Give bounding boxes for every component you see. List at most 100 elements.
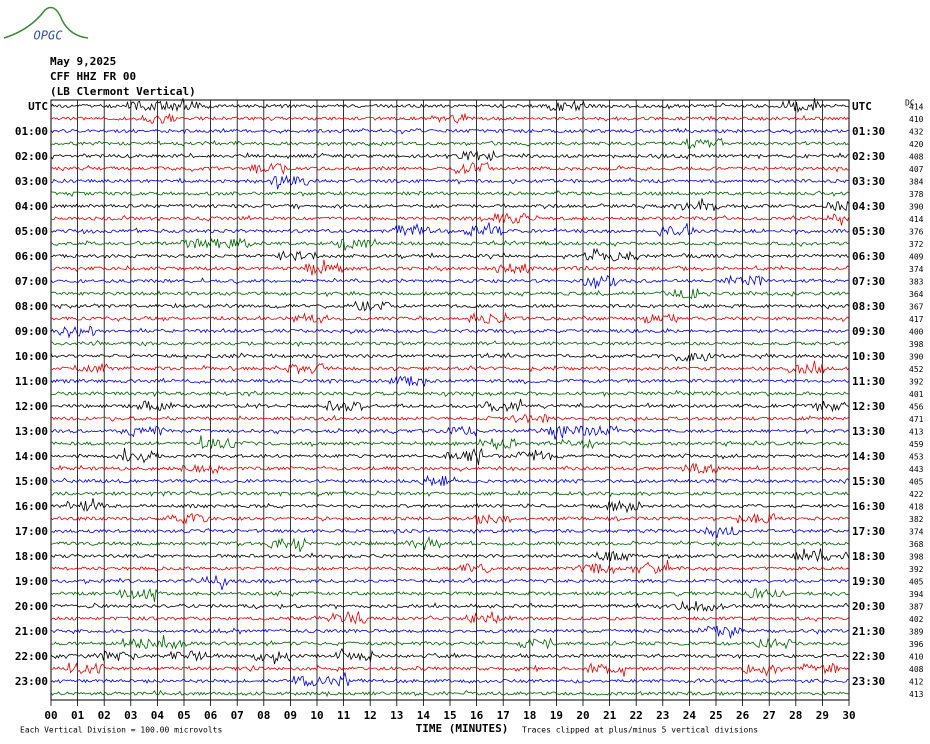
- trace: [50, 222, 850, 238]
- x-tick-label: 24: [683, 709, 697, 722]
- right-label: 21:30: [852, 625, 885, 638]
- left-label: 11:00: [15, 375, 48, 388]
- dc-value: 398: [909, 340, 924, 349]
- dc-value: 398: [909, 553, 924, 562]
- trace: [50, 625, 850, 639]
- dc-value: 405: [909, 478, 924, 487]
- x-tick-label: 30: [842, 709, 855, 722]
- trace: [50, 212, 850, 226]
- clip-note: Traces clipped at plus/minus 5 vertical …: [522, 726, 758, 735]
- x-tick-label: 17: [497, 709, 510, 722]
- left-label: 04:00: [15, 200, 48, 213]
- trace: [50, 174, 850, 190]
- dc-value: 401: [909, 390, 924, 399]
- x-tick-label: 26: [736, 709, 750, 722]
- right-label: 04:30: [852, 200, 885, 213]
- dc-value: 390: [909, 203, 924, 212]
- dc-value: 417: [909, 315, 924, 324]
- dc-value: 407: [909, 165, 924, 174]
- right-label: 11:30: [852, 375, 885, 388]
- left-label: 23:00: [15, 675, 48, 688]
- x-tick-label: 09: [284, 709, 297, 722]
- right-label: UTC: [852, 100, 872, 113]
- left-label: 22:00: [15, 650, 48, 663]
- left-label: 16:00: [15, 500, 48, 513]
- scale-note: Each Vertical Division = 100.00 microvol…: [20, 726, 222, 735]
- dc-value: 390: [909, 353, 924, 362]
- logo-mark: [3, 6, 89, 39]
- trace: [50, 424, 850, 440]
- trace: [50, 474, 850, 486]
- dc-value: 376: [909, 228, 924, 237]
- x-tick-label: 25: [709, 709, 722, 722]
- dc-value: 409: [909, 253, 924, 262]
- trace: [50, 127, 850, 135]
- x-tick-label: 16: [470, 709, 484, 722]
- left-label: 01:00: [15, 125, 48, 138]
- x-tick-label: 22: [630, 709, 643, 722]
- left-label: 21:00: [15, 625, 48, 638]
- right-label: 17:30: [852, 525, 885, 538]
- x-tick-label: 18: [523, 709, 536, 722]
- dc-value: 394: [909, 590, 924, 599]
- right-label: 08:30: [852, 300, 885, 313]
- right-label: 14:30: [852, 450, 885, 463]
- trace: [50, 489, 850, 498]
- x-tick-label: 06: [204, 709, 218, 722]
- trace: [50, 662, 850, 677]
- left-label: 15:00: [15, 475, 48, 488]
- trace: [51, 190, 850, 198]
- dc-value: 412: [909, 678, 924, 687]
- right-label: 01:30: [852, 125, 885, 138]
- trace: [50, 340, 850, 348]
- trace: [50, 689, 850, 698]
- dc-value: 432: [909, 128, 924, 137]
- trace: [50, 447, 850, 465]
- x-tick-label: 27: [763, 709, 776, 722]
- x-tick-label: 11: [337, 709, 351, 722]
- trace: [50, 512, 850, 525]
- trace: [50, 137, 850, 149]
- dc-value: 414: [909, 215, 924, 224]
- left-label: 05:00: [15, 225, 48, 238]
- trace: [50, 575, 850, 591]
- dc-value: 382: [909, 515, 924, 524]
- dc-header: DC: [905, 99, 915, 108]
- trace: [50, 647, 850, 665]
- dc-value: 374: [909, 265, 924, 274]
- trace: [50, 360, 850, 375]
- x-tick-label: 28: [789, 709, 802, 722]
- trace: [50, 274, 850, 289]
- trace: [50, 161, 850, 175]
- dc-value: 413: [909, 690, 924, 699]
- trace: [50, 413, 850, 424]
- dc-value: 422: [909, 490, 924, 499]
- dc-value: 372: [909, 240, 924, 249]
- trace: [50, 526, 850, 538]
- station: CFF HHZ FR 00: [50, 70, 136, 83]
- x-tick-label: 04: [151, 709, 165, 722]
- dc-value: 459: [909, 440, 924, 449]
- dc-value: 387: [909, 603, 924, 612]
- dc-value: 452: [909, 365, 924, 374]
- right-label: 22:30: [852, 650, 885, 663]
- x-tick-label: 19: [550, 709, 563, 722]
- x-tick-label: 12: [364, 709, 377, 722]
- trace: [50, 98, 850, 114]
- dc-value: 410: [909, 653, 924, 662]
- x-tick-label: 03: [124, 709, 137, 722]
- trace: [50, 498, 850, 514]
- dc-value: 471: [909, 415, 924, 424]
- trace: [50, 635, 850, 650]
- dc-value: 396: [909, 640, 924, 649]
- dc-value: 402: [909, 615, 924, 624]
- x-tick-label: 01: [71, 709, 85, 722]
- right-label: 09:30: [852, 325, 885, 338]
- dc-value: 383: [909, 278, 924, 287]
- right-label: 13:30: [852, 425, 885, 438]
- location: (LB Clermont Vertical): [50, 85, 196, 98]
- x-tick-label: 10: [310, 709, 323, 722]
- left-label: 06:00: [15, 250, 48, 263]
- trace: [50, 587, 850, 603]
